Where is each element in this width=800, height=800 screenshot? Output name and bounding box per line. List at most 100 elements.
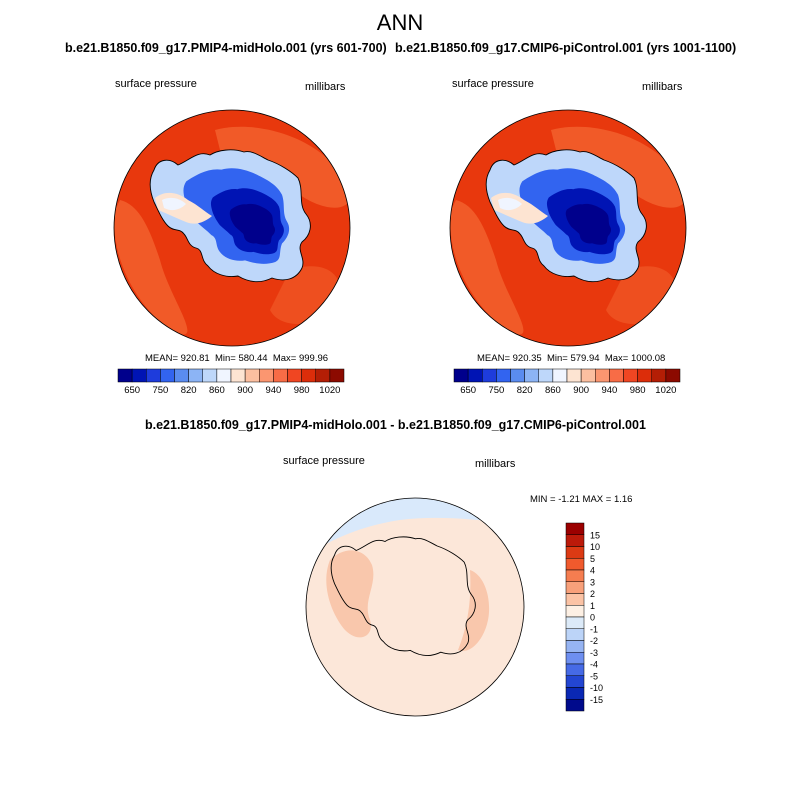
colorbar-tick-label: 10 bbox=[590, 542, 600, 552]
diff-panel-title: b.e21.B1850.f09_g17.PMIP4-midHolo.001 - … bbox=[145, 418, 646, 432]
panel-2-units-label: millibars bbox=[642, 81, 683, 93]
colorbar-box bbox=[230, 368, 246, 383]
min-value: 580.44 bbox=[238, 353, 268, 364]
colorbar-tick-label: 0 bbox=[590, 613, 595, 623]
mean-value: 920.35 bbox=[512, 353, 542, 364]
diff-variable-label: surface pressure bbox=[283, 455, 365, 467]
colorbar-box bbox=[565, 558, 585, 571]
colorbar-box bbox=[637, 368, 652, 383]
colorbar-tick-label: 2 bbox=[590, 589, 595, 599]
colorbar-box bbox=[524, 368, 539, 383]
colorbar-box bbox=[510, 368, 525, 383]
colorbar-box bbox=[665, 368, 681, 383]
colorbar-box bbox=[565, 628, 585, 641]
colorbar-box bbox=[174, 368, 189, 383]
colorbar-box bbox=[565, 652, 585, 665]
colorbar-box bbox=[651, 368, 667, 383]
max-label: Max= bbox=[272, 353, 297, 364]
colorbar-box bbox=[131, 368, 147, 383]
mean-label: MEAN= bbox=[477, 353, 510, 364]
colorbar-box bbox=[565, 569, 585, 582]
colorbar-box bbox=[329, 368, 345, 383]
colorbar-box bbox=[565, 593, 585, 606]
colorbar-box bbox=[595, 368, 610, 383]
min-value: 579.94 bbox=[570, 353, 600, 364]
colorbar-tick-label: 820 bbox=[517, 385, 533, 396]
colorbar-tick-label: 820 bbox=[181, 385, 197, 396]
colorbar-tick-label: -4 bbox=[590, 660, 598, 670]
panel-1-map-border bbox=[113, 109, 351, 347]
colorbar-box bbox=[565, 699, 585, 712]
colorbar-tick-label: 1020 bbox=[655, 385, 676, 396]
colorbar-tick-label: 1 bbox=[590, 601, 595, 611]
colorbar-box bbox=[580, 368, 596, 383]
colorbar-tick-label: 650 bbox=[124, 385, 140, 396]
colorbar-box bbox=[146, 368, 161, 383]
colorbar-box bbox=[565, 616, 585, 629]
colorbar-box bbox=[565, 581, 585, 594]
colorbar-tick-label: 980 bbox=[630, 385, 646, 396]
colorbar-tick-label: 750 bbox=[488, 385, 504, 396]
colorbar-box bbox=[565, 687, 585, 700]
colorbar-box bbox=[467, 368, 483, 383]
mean-value: 920.81 bbox=[180, 353, 210, 364]
colorbar-tick-label: -10 bbox=[590, 683, 603, 693]
panel-1-stats: MEAN= 920.81 Min= 580.44 Max= 999.96 bbox=[145, 353, 328, 364]
colorbar-box bbox=[565, 640, 585, 653]
colorbar-box bbox=[609, 368, 624, 383]
colorbar-tick-label: 5 bbox=[590, 554, 595, 564]
min-label: Min= bbox=[214, 353, 236, 364]
colorbar-box bbox=[565, 522, 585, 535]
panel-2-stats: MEAN= 920.35 Min= 579.94 Max= 1000.08 bbox=[477, 353, 665, 364]
colorbar-box bbox=[565, 663, 585, 676]
colorbar-box bbox=[565, 546, 585, 559]
mean-label: MEAN= bbox=[145, 353, 178, 364]
colorbar-box bbox=[117, 368, 133, 383]
colorbar-box bbox=[259, 368, 274, 383]
panel-1-units-label: millibars bbox=[305, 81, 346, 93]
colorbar-box bbox=[453, 368, 469, 383]
colorbar-box bbox=[287, 368, 302, 383]
colorbar-tick-label: 4 bbox=[590, 566, 595, 576]
max-value: 1000.08 bbox=[630, 353, 666, 364]
panel-1-colorbar: 650 750 820 860 900 940 980 1020 bbox=[117, 368, 345, 396]
colorbar-box bbox=[482, 368, 497, 383]
colorbar-tick-label: 980 bbox=[294, 385, 310, 396]
colorbar-tick-label: 940 bbox=[265, 385, 281, 396]
colorbar-tick-label: 860 bbox=[545, 385, 561, 396]
colorbar-box bbox=[301, 368, 316, 383]
panel-1-variable-label: surface pressure bbox=[115, 78, 197, 90]
panel-2-variable-label: surface pressure bbox=[452, 78, 534, 90]
colorbar-box bbox=[623, 368, 638, 383]
colorbar-box bbox=[538, 368, 554, 383]
colorbar-box bbox=[273, 368, 288, 383]
colorbar-tick-label: 940 bbox=[601, 385, 617, 396]
colorbar-tick-label: 900 bbox=[573, 385, 589, 396]
colorbar-tick-label: -15 bbox=[590, 695, 603, 705]
colorbar-box bbox=[496, 368, 511, 383]
colorbar-box bbox=[315, 368, 331, 383]
colorbar-tick-label: 900 bbox=[237, 385, 253, 396]
colorbar-box bbox=[566, 368, 582, 383]
colorbar-tick-label: 15 bbox=[590, 530, 600, 540]
colorbar-box bbox=[552, 368, 568, 383]
panel-1-map-fill bbox=[114, 110, 350, 346]
max-value: 999.96 bbox=[298, 353, 329, 364]
min-label: Min= bbox=[546, 353, 568, 364]
colorbar-box bbox=[160, 368, 175, 383]
colorbar-tick-label: -5 bbox=[590, 671, 598, 681]
colorbar-tick-label: 860 bbox=[209, 385, 225, 396]
colorbar-tick-label: -3 bbox=[590, 648, 598, 658]
panel-1-title: b.e21.B1850.f09_g17.PMIP4-midHolo.001 (y… bbox=[65, 41, 387, 55]
colorbar-tick-label: 750 bbox=[152, 385, 168, 396]
colorbar-tick-label: -2 bbox=[590, 636, 598, 646]
max-label: Max= bbox=[604, 353, 629, 364]
colorbar-tick-label: 650 bbox=[460, 385, 476, 396]
colorbar-box bbox=[216, 368, 232, 383]
diff-map-border bbox=[305, 497, 525, 717]
panel-2-colorbar: 650 750 820 860 900 940 980 1020 bbox=[453, 368, 681, 396]
figure-title: ANN bbox=[376, 10, 424, 35]
colorbar-tick-label: 1020 bbox=[319, 385, 340, 396]
